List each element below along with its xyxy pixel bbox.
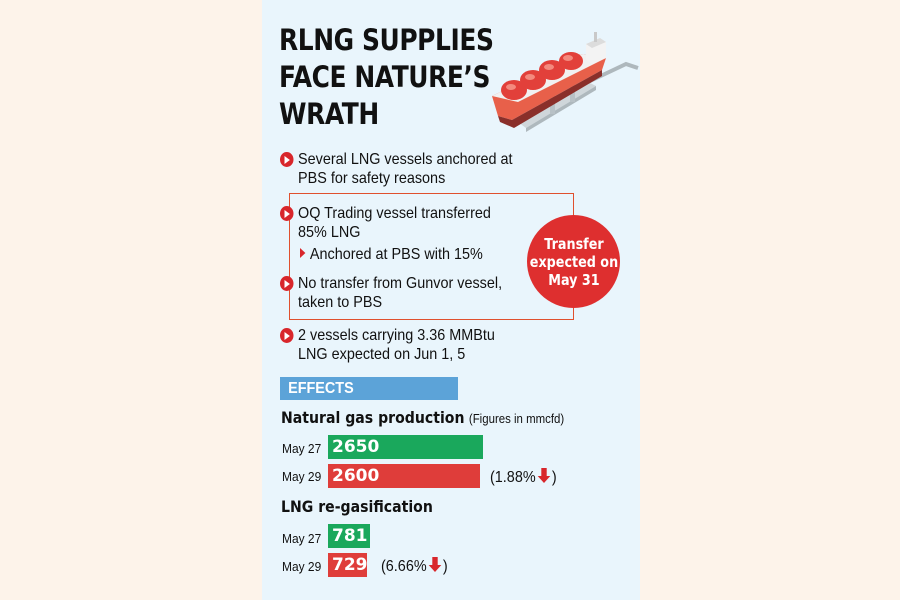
bar-value-label: 781 <box>332 526 368 546</box>
red-circle-arrow-icon <box>280 152 294 167</box>
bullet-text: taken to PBS <box>298 294 383 311</box>
sub-bullet-text: Anchored at PBS with 15% <box>309 246 483 263</box>
red-circle-arrow-icon <box>280 328 294 343</box>
change-indicator: (6.66%) <box>381 557 448 576</box>
bullet-text: OQ Trading vessel transferred <box>298 205 491 222</box>
category-label: May 29 <box>282 559 322 574</box>
red-arrow-icon <box>300 248 306 258</box>
bar-value-label: 2650 <box>332 437 380 457</box>
chart-title: Natural gas production (Figures in mmcfd) <box>281 408 564 428</box>
category-label: May 27 <box>282 531 322 546</box>
bullet-text: Several LNG vessels anchored at <box>298 151 513 168</box>
bar: 781 <box>328 524 370 548</box>
lng-tanker-ship-icon <box>492 32 639 132</box>
callout-line: expected on <box>529 252 618 271</box>
change-suffix: ) <box>442 558 448 575</box>
chart-title-text: LNG re-gasification <box>281 497 433 516</box>
change-suffix: ) <box>551 469 557 486</box>
headline-line: WRATH <box>279 97 379 131</box>
callout-line: Transfer <box>543 234 604 253</box>
headline-line: FACE NATURE’S <box>279 60 491 94</box>
chart-unit-note: (Figures in mmcfd) <box>468 411 565 426</box>
bullet-text: No transfer from Gunvor vessel, <box>298 275 503 292</box>
bullet-text: 2 vessels carrying 3.36 MMBtu <box>298 327 495 344</box>
down-arrow-icon <box>537 468 551 484</box>
change-indicator: (1.88%) <box>490 468 557 487</box>
change-percent: (6.66% <box>381 558 427 575</box>
category-label: May 27 <box>282 441 322 456</box>
change-percent: (1.88% <box>490 469 536 486</box>
red-circle-arrow-icon <box>280 276 294 291</box>
down-arrow-icon <box>428 557 442 573</box>
bullet-text: 85% LNG <box>298 224 361 241</box>
bullet-text: PBS for safety reasons <box>298 170 446 187</box>
bar: 2600 <box>328 464 480 488</box>
category-label: May 29 <box>282 469 322 484</box>
bar: 2650 <box>328 435 483 459</box>
effects-banner: EFFECTS <box>280 377 458 400</box>
bar: 729 <box>328 553 368 577</box>
bullet-text: LNG expected on Jun 1, 5 <box>298 346 466 363</box>
headline: RLNG SUPPLIES FACE NATURE’S WRATH <box>279 22 494 133</box>
red-circle-arrow-icon <box>280 206 294 221</box>
effects-label: EFFECTS <box>288 380 354 397</box>
bar-value-label: 2600 <box>332 466 380 486</box>
chart-title: LNG re-gasification <box>281 497 433 517</box>
chart-title-text: Natural gas production <box>281 408 465 427</box>
transfer-callout: Transfer expected on May 31 <box>527 215 620 308</box>
callout-line: May 31 <box>547 270 600 289</box>
headline-line: RLNG SUPPLIES <box>279 23 494 57</box>
sub-bullet: Anchored at PBS with 15% <box>300 246 483 264</box>
bar-value-label: 729 <box>332 555 368 575</box>
